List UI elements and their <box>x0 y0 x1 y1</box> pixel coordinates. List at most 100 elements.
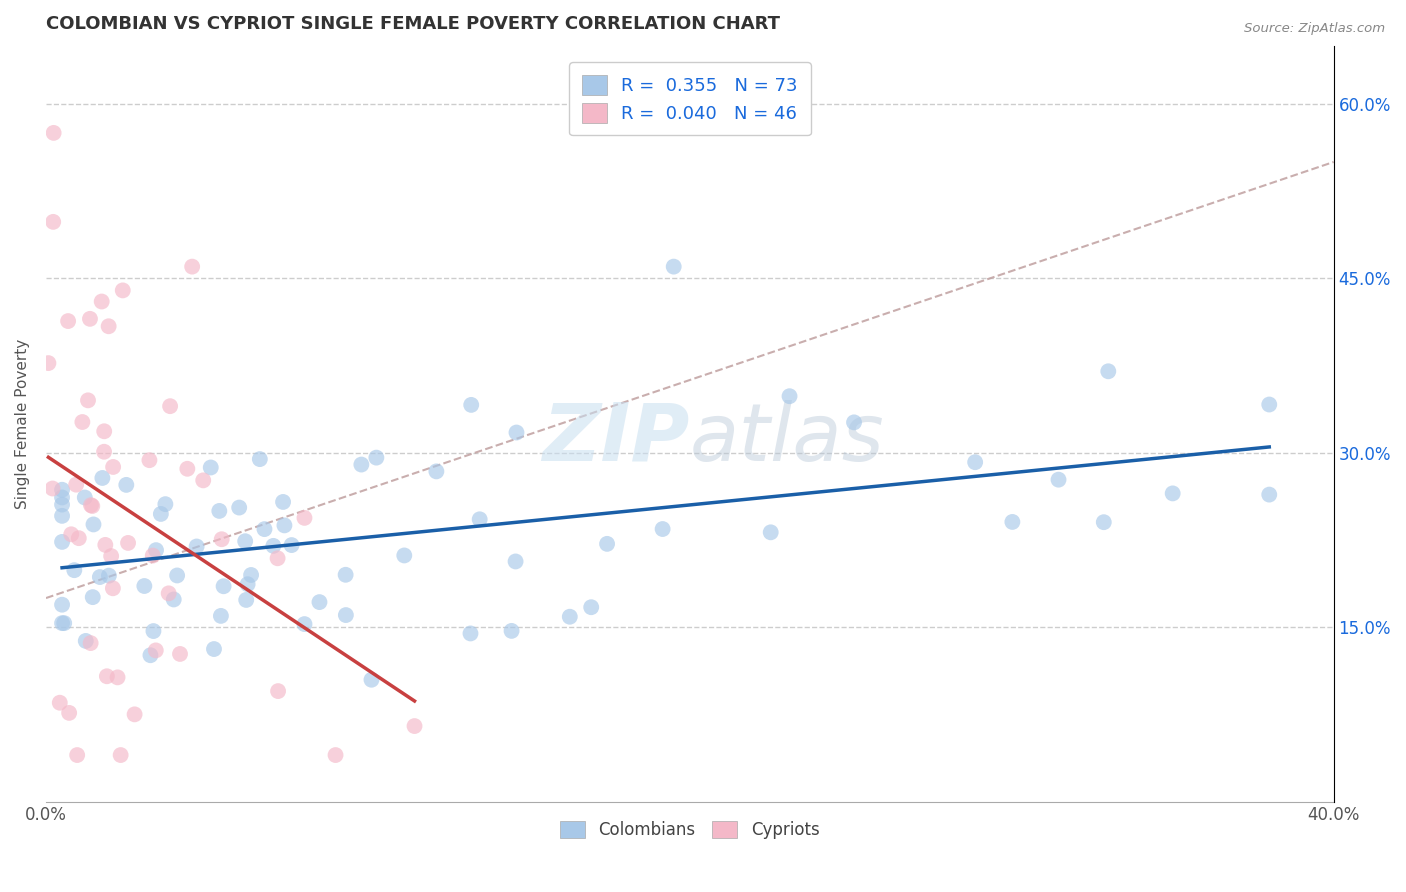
Point <box>202 642 225 657</box>
Point <box>97 568 120 582</box>
Point <box>82 590 104 604</box>
Point <box>149 507 172 521</box>
Point <box>65 477 87 491</box>
Point <box>139 648 162 663</box>
Point <box>90 294 112 309</box>
Point <box>56 314 79 328</box>
Point <box>49 696 72 710</box>
Point <box>163 592 186 607</box>
Point <box>101 582 124 596</box>
Point <box>308 595 330 609</box>
Point <box>579 600 602 615</box>
Point <box>42 215 65 229</box>
Text: ZIP: ZIP <box>543 400 690 478</box>
Point <box>1258 487 1281 501</box>
Point <box>51 491 73 505</box>
Point <box>115 478 138 492</box>
Point <box>89 570 111 584</box>
Point <box>294 511 316 525</box>
Point <box>134 579 156 593</box>
Legend: Colombians, Cypriots: Colombians, Cypriots <box>554 814 827 847</box>
Point <box>79 311 101 326</box>
Point <box>294 617 316 632</box>
Point <box>468 512 491 526</box>
Point <box>425 464 447 478</box>
Point <box>271 495 294 509</box>
Point <box>60 527 83 541</box>
Point <box>37 356 59 370</box>
Point <box>166 568 188 582</box>
Point <box>63 563 86 577</box>
Point <box>505 554 527 568</box>
Point <box>96 669 118 683</box>
Point <box>240 568 263 582</box>
Point <box>51 598 73 612</box>
Point <box>51 508 73 523</box>
Point <box>53 616 76 631</box>
Point <box>145 543 167 558</box>
Point <box>142 624 165 638</box>
Point <box>965 455 987 469</box>
Point <box>335 608 357 623</box>
Point <box>596 537 619 551</box>
Point <box>1161 486 1184 500</box>
Point <box>41 482 63 496</box>
Point <box>157 586 180 600</box>
Point <box>94 538 117 552</box>
Point <box>42 126 65 140</box>
Point <box>176 462 198 476</box>
Point <box>651 522 673 536</box>
Point <box>77 393 100 408</box>
Y-axis label: Single Female Poverty: Single Female Poverty <box>15 338 30 508</box>
Point <box>366 450 388 465</box>
Point <box>1258 397 1281 411</box>
Point <box>1047 473 1070 487</box>
Point <box>159 399 181 413</box>
Point <box>200 460 222 475</box>
Point <box>93 424 115 438</box>
Point <box>145 643 167 657</box>
Point <box>97 319 120 334</box>
Point <box>186 540 208 554</box>
Point <box>262 539 284 553</box>
Point <box>80 498 103 512</box>
Point <box>501 624 523 638</box>
Point <box>404 719 426 733</box>
Point <box>233 534 256 549</box>
Point <box>91 471 114 485</box>
Point <box>111 284 134 298</box>
Point <box>208 504 231 518</box>
Point <box>107 670 129 684</box>
Point <box>1097 364 1119 378</box>
Point <box>267 684 290 698</box>
Point <box>117 536 139 550</box>
Point <box>335 567 357 582</box>
Point <box>325 747 347 762</box>
Point <box>124 707 146 722</box>
Point <box>51 535 73 549</box>
Point <box>100 549 122 563</box>
Point <box>394 549 416 563</box>
Point <box>558 609 581 624</box>
Point <box>249 452 271 467</box>
Point <box>73 491 96 505</box>
Point <box>505 425 527 440</box>
Point <box>58 706 80 720</box>
Point <box>266 551 288 566</box>
Point <box>759 525 782 540</box>
Text: atlas: atlas <box>690 400 884 478</box>
Point <box>280 538 302 552</box>
Point <box>460 626 482 640</box>
Point <box>169 647 191 661</box>
Point <box>82 499 104 513</box>
Point <box>360 673 382 687</box>
Point <box>51 616 73 631</box>
Point <box>209 608 232 623</box>
Point <box>253 522 276 536</box>
Point <box>101 459 124 474</box>
Point <box>1092 515 1115 529</box>
Point <box>79 636 101 650</box>
Point <box>842 416 865 430</box>
Point <box>142 549 165 563</box>
Point <box>138 453 160 467</box>
